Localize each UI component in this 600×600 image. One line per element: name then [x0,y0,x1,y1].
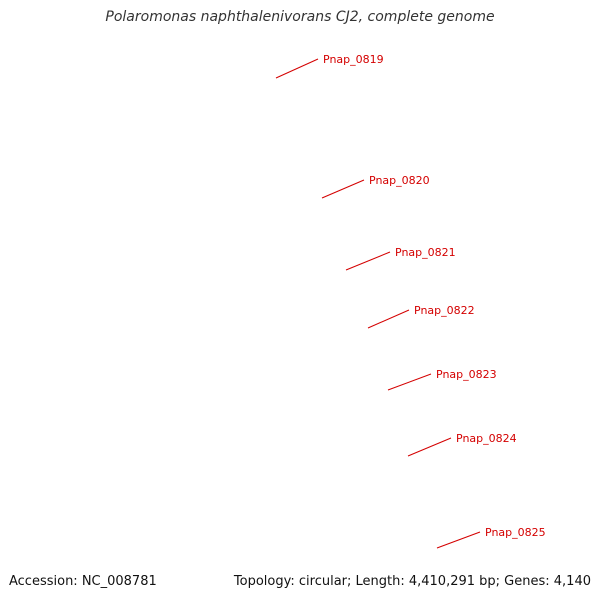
gene-callout-line [436,531,481,549]
gene-label-pnap_0823[interactable]: Pnap_0823 [436,368,497,381]
genome-title: Polaromonas naphthalenivorans CJ2, compl… [105,9,495,25]
gene-callout-line [407,437,452,457]
gene-label-pnap_0824[interactable]: Pnap_0824 [456,432,517,445]
gene-callout-line [367,309,410,329]
gene-label-pnap_0821[interactable]: Pnap_0821 [395,246,456,259]
gene-callout-line [321,179,365,199]
gene-label-pnap_0819[interactable]: Pnap_0819 [323,53,384,66]
gene-labels: Pnap_0819 Pnap_0820 Pnap_0821 Pnap_0822 Pnap… [275,53,546,549]
gene-label-pnap_0825[interactable]: Pnap_0825 [485,526,546,539]
genome-summary-text: Topology: circular; Length: 4,410,291 bp… [233,574,591,589]
gene-callout-line [387,373,432,391]
accession-text: Accession: NC_008781 [9,574,157,589]
gene-label-pnap_0820[interactable]: Pnap_0820 [369,174,430,187]
gene-callout-line [275,58,319,79]
gene-callout-line [345,251,391,271]
gene-label-pnap_0822[interactable]: Pnap_0822 [414,304,475,317]
